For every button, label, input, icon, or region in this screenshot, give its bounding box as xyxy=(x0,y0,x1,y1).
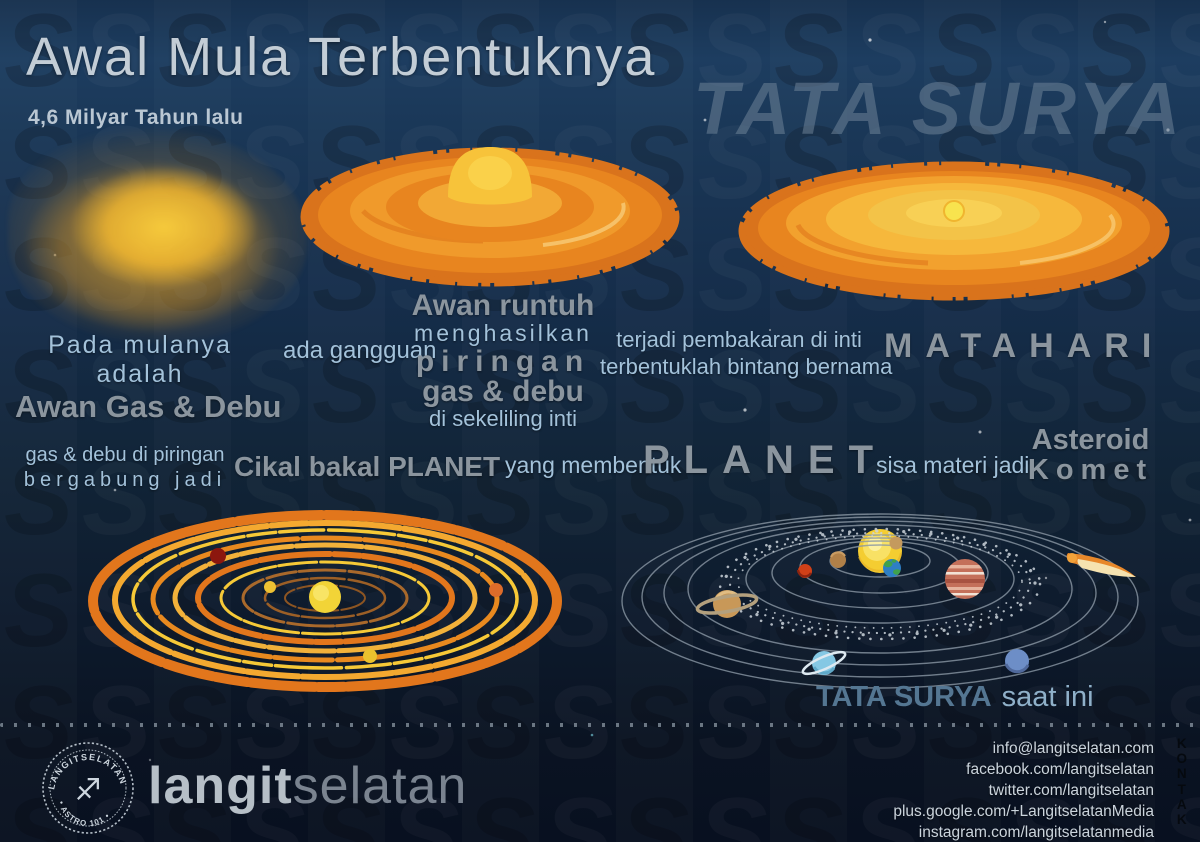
brand-wordmark: langitselatan xyxy=(148,756,467,816)
uranus xyxy=(801,650,847,676)
ignition-l1: terjadi pembakaran di inti xyxy=(616,327,862,352)
contact-facebook: facebook.com/langitselatan xyxy=(966,761,1154,778)
jupiter xyxy=(945,559,985,599)
protodisk-bulge-illustration xyxy=(300,147,680,287)
origin-bold: Awan Gas & Debu xyxy=(15,389,282,424)
collapse-l2: menghasilkan xyxy=(414,320,592,346)
step-ignition-text: terjadi pembakaran di inti terbentuklah … xyxy=(600,326,893,380)
step-collapse-text: Awan runtuh menghasilkan piringan gas & … xyxy=(398,291,608,431)
brand-bold: langit xyxy=(148,757,293,815)
collapse-bold: Awan runtuh xyxy=(411,289,595,322)
brand-light: selatan xyxy=(292,757,468,815)
collapse-l5: di sekeliling inti xyxy=(429,406,577,431)
step-disturbance-text: ada gangguan xyxy=(283,337,437,364)
proto-planet-yellow-inner xyxy=(264,581,276,593)
mercury xyxy=(796,564,813,578)
page-title: Awal Mula Terbentuknya xyxy=(26,27,657,87)
asteroid-word: Asteroid xyxy=(1031,424,1150,456)
collapse-l3: piringan xyxy=(415,345,591,378)
venus xyxy=(830,551,846,568)
komet-word: Komet xyxy=(1027,454,1154,486)
comet xyxy=(1066,553,1136,577)
step-origin-text: Pada mulanya adalah Awan Gas & Debu xyxy=(15,331,282,425)
proto-planet-orange xyxy=(489,583,503,597)
footer-divider xyxy=(0,723,1200,727)
accrete-l2: bergabung jadi xyxy=(23,469,227,491)
nebula-illustration xyxy=(8,128,308,343)
caption-bold: TATA SURYA xyxy=(816,681,992,713)
collapse-l4: gas & debu xyxy=(422,375,584,408)
solar-system-illustration xyxy=(621,513,1139,689)
big-title: TATA SURYA xyxy=(693,67,1184,150)
contact-instagram: instagram.com/langitselatanmedia xyxy=(918,824,1154,841)
contact-email: info@langitselatan.com xyxy=(992,740,1154,757)
earth xyxy=(883,559,901,577)
protoplanet-text: Cikal bakal PLANET xyxy=(234,451,501,482)
asteroid-belt xyxy=(718,527,1042,641)
contact-list: info@langitselatan.com facebook.com/lang… xyxy=(893,738,1154,842)
proto-planet-red xyxy=(210,548,226,564)
neptune xyxy=(1004,649,1030,674)
contact-googleplus: plus.google.com/+LangitselatanMedia xyxy=(893,803,1154,820)
page-subtitle: 4,6 Milyar Tahun lalu xyxy=(28,106,244,129)
centaur-archer-icon: ♐ xyxy=(75,773,102,808)
planet-word: PLANET xyxy=(643,438,887,482)
step-accretion-text: gas & debu di piringan bergabung jadi xyxy=(20,443,230,493)
asteroid-komet-text: Asteroid Komet xyxy=(1008,424,1173,486)
proto-planet-yellow-outer xyxy=(363,649,377,663)
solar-system-caption: TATA SURYA saat ini xyxy=(816,681,1094,714)
accrete-l1: gas & debu di piringan xyxy=(25,444,225,466)
langitselatan-stamp-logo: LANGITSELATAN • ASTRO 101 • ♐ xyxy=(42,742,134,834)
protodisk-sun-illustration xyxy=(738,161,1170,301)
forming-orbits-illustration xyxy=(88,510,562,692)
origin-intro: Pada mulanya adalah xyxy=(48,331,232,388)
leftover-text: sisa materi jadi xyxy=(876,452,1030,478)
saturn xyxy=(695,590,759,618)
forming-text: yang membentuk xyxy=(505,452,682,478)
contact-twitter: twitter.com/langitselatan xyxy=(988,782,1154,799)
mars xyxy=(889,536,903,550)
ignition-l2: terbentuklah bintang bernama xyxy=(600,354,893,379)
sun-name: MATAHARI xyxy=(884,327,1165,365)
caption-tail: saat ini xyxy=(1001,681,1094,713)
